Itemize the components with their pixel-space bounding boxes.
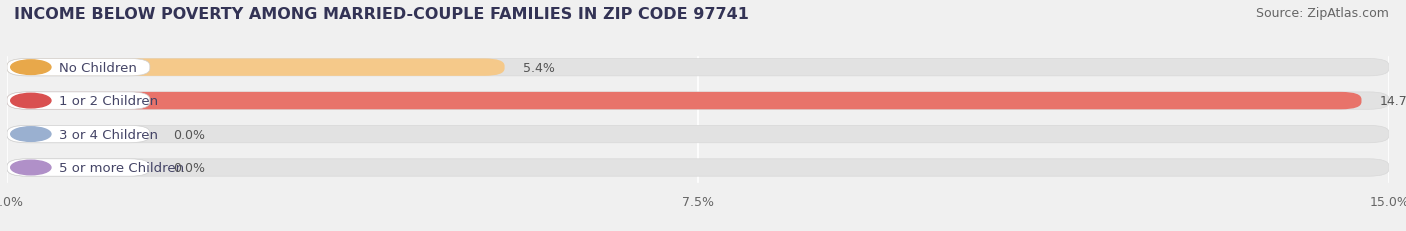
FancyBboxPatch shape bbox=[7, 59, 505, 76]
FancyBboxPatch shape bbox=[7, 59, 1389, 76]
FancyBboxPatch shape bbox=[7, 126, 1389, 143]
FancyBboxPatch shape bbox=[7, 92, 150, 110]
Text: 0.0%: 0.0% bbox=[173, 128, 205, 141]
Text: 5.4%: 5.4% bbox=[523, 61, 555, 74]
Text: INCOME BELOW POVERTY AMONG MARRIED-COUPLE FAMILIES IN ZIP CODE 97741: INCOME BELOW POVERTY AMONG MARRIED-COUPL… bbox=[14, 7, 749, 22]
FancyBboxPatch shape bbox=[7, 159, 150, 176]
Text: No Children: No Children bbox=[59, 61, 138, 74]
Text: 0.0%: 0.0% bbox=[173, 161, 205, 174]
Text: 1 or 2 Children: 1 or 2 Children bbox=[59, 95, 159, 108]
Text: 14.7%: 14.7% bbox=[1379, 95, 1406, 108]
Circle shape bbox=[11, 94, 51, 108]
FancyBboxPatch shape bbox=[7, 159, 1389, 176]
FancyBboxPatch shape bbox=[7, 92, 1361, 110]
Circle shape bbox=[11, 127, 51, 142]
Circle shape bbox=[11, 61, 51, 75]
FancyBboxPatch shape bbox=[7, 126, 150, 143]
Circle shape bbox=[11, 161, 51, 175]
FancyBboxPatch shape bbox=[7, 92, 1389, 110]
Text: 3 or 4 Children: 3 or 4 Children bbox=[59, 128, 159, 141]
Text: 5 or more Children: 5 or more Children bbox=[59, 161, 184, 174]
Text: Source: ZipAtlas.com: Source: ZipAtlas.com bbox=[1256, 7, 1389, 20]
FancyBboxPatch shape bbox=[7, 59, 150, 76]
